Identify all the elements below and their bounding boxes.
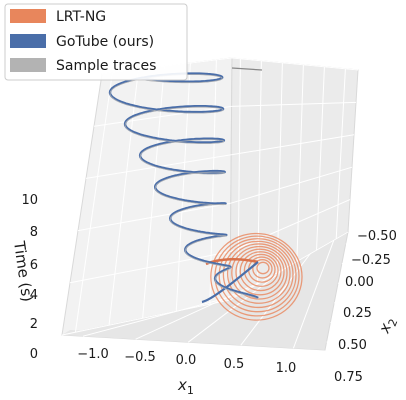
legend-label-lrt-ng: LRT-NG	[56, 9, 106, 25]
x-axis-label: x1	[177, 376, 194, 397]
y-tick-label: −0.50	[357, 229, 397, 244]
grid-line	[326, 332, 399, 343]
grid-line	[341, 262, 406, 282]
x-tick-label: −0.5	[124, 350, 156, 365]
grid-line	[74, 72, 113, 333]
x-tick-label: 0.5	[224, 357, 245, 372]
sample-trace	[109, 74, 259, 300]
grid-line	[93, 105, 232, 127]
grid-line	[61, 299, 231, 336]
legend-swatch-lrt-ng	[10, 9, 46, 23]
grid-line	[69, 251, 231, 284]
lrt-ng-ring	[252, 259, 273, 279]
z-tick-label: 4	[30, 288, 38, 303]
grid-line	[296, 64, 304, 262]
grid-line	[316, 66, 325, 251]
x-tick-label: 1.0	[276, 361, 297, 376]
grid-line	[231, 57, 359, 71]
z-axis-label: Time (s)	[10, 239, 36, 303]
floor-front	[62, 330, 325, 350]
gotube-trace	[108, 72, 259, 299]
lrt-ng-ring	[231, 245, 288, 300]
legend-label-sample-traces: Sample traces	[56, 58, 156, 74]
lrt-ng-series	[205, 232, 303, 321]
lrt-ng-ring	[239, 251, 282, 292]
gotube-series	[108, 67, 263, 304]
grid-lines	[61, 57, 406, 349]
lrt-ng-ring	[210, 232, 303, 321]
grid-line	[292, 239, 335, 349]
z-tick-label: 6	[30, 258, 38, 273]
lrt-ng-ring	[218, 238, 297, 313]
grid-line	[82, 294, 240, 337]
legend-label-gotube: GoTube (ours)	[56, 34, 154, 50]
grid-line	[108, 69, 139, 326]
z-tick-label: 0	[30, 347, 38, 362]
grid-line	[337, 282, 406, 299]
grid-line	[334, 302, 406, 315]
tick-labels: −1.0 −0.5 0.0 0.5 1.0 −0.50 −0.25 0.00 0.25 0.50 0…	[21, 193, 396, 385]
x-tick-label: 0.0	[176, 353, 197, 368]
y-tick-label: 0.25	[343, 306, 372, 321]
legend-swatch-gotube	[10, 34, 46, 48]
lrt-ng-ring	[226, 243, 291, 304]
grid-line	[231, 134, 355, 156]
y-tick-label: 0.75	[334, 370, 363, 385]
grid-line	[230, 199, 351, 253]
z-tick-label: 2	[30, 317, 38, 332]
grid-line	[135, 280, 264, 340]
grid-line	[335, 68, 346, 239]
y-tick-label: −0.25	[351, 253, 391, 268]
z-tick-label: 8	[30, 225, 38, 240]
x-tick-label: −1.0	[77, 347, 109, 362]
grid-line	[330, 321, 406, 327]
grid-line	[175, 63, 191, 312]
y-tick-label: 0.50	[338, 338, 367, 353]
sample-trace	[231, 67, 263, 71]
grid-line	[276, 62, 283, 273]
lrt-ng-ring	[222, 240, 294, 309]
lrt-ng-ring	[243, 253, 279, 288]
grid-line	[230, 166, 353, 204]
legend-swatch-sample-traces	[10, 58, 46, 72]
grid-line	[231, 101, 357, 107]
y-tick-label: 0.00	[345, 275, 374, 290]
grid-line	[345, 243, 406, 264]
grid-line	[77, 202, 231, 232]
legend: LRT-NG GoTube (ours) Sample traces	[4, 3, 188, 81]
left-pane	[61, 57, 233, 336]
lrt-ng-ring	[256, 261, 270, 275]
y-axis-label: x2	[375, 314, 401, 338]
lrt-ng-ring	[235, 248, 285, 296]
z-tick-label: 10	[21, 193, 38, 208]
